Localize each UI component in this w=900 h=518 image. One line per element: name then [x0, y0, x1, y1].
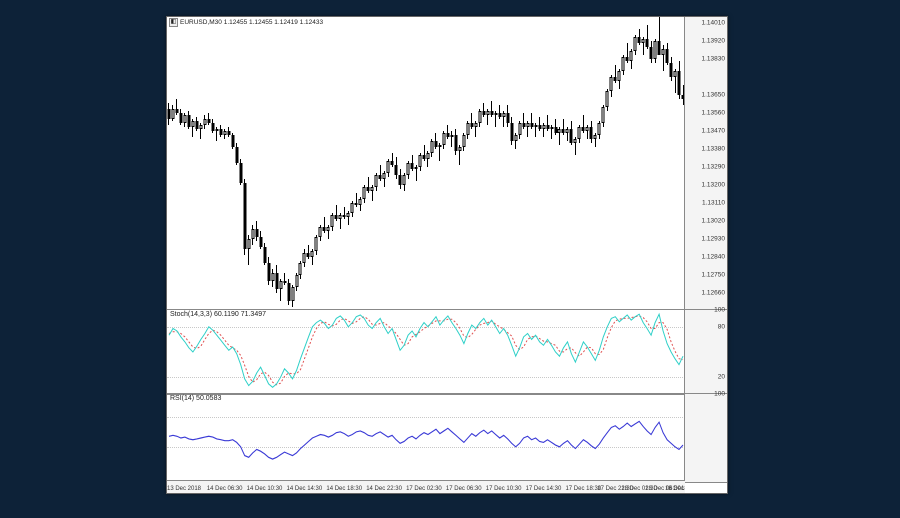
stoch-label: Stoch(14,3,3) 60.1190 71.3497 — [169, 311, 267, 318]
chart-title: EURUSD,M30 1.12455 1.12455 1.12419 1.124… — [180, 19, 323, 26]
stoch-ylabel: 80 — [718, 323, 725, 330]
price-ylabel: 1.13470 — [702, 128, 726, 135]
price-ylabel: 1.13830 — [702, 56, 726, 63]
stoch-plot-area[interactable] — [167, 310, 685, 394]
price-ylabel: 1.13110 — [702, 200, 725, 207]
stoch-ylabel: 20 — [718, 374, 725, 381]
time-label: 18 Dec 14:30 — [681, 486, 685, 492]
price-ylabel: 1.13650 — [702, 92, 726, 99]
stoch-ylabel: 100 — [714, 307, 725, 314]
price-ylabel: 1.12840 — [702, 254, 726, 261]
price-ylabel: 1.13560 — [702, 110, 726, 117]
time-label: 17 Dec 14:30 — [526, 486, 562, 492]
price-ylabel: 1.12750 — [702, 272, 726, 279]
price-ylabel: 1.13020 — [702, 218, 726, 225]
time-label: 17 Dec 10:30 — [486, 486, 522, 492]
time-label: 17 Dec 06:30 — [446, 486, 482, 492]
time-axis: 13 Dec 2018 14 Dec 06:30 14 Dec 10:30 14 De… — [167, 480, 685, 493]
price-ylabel: 1.13920 — [702, 38, 726, 45]
zoom-icon[interactable]: ◧ — [169, 18, 178, 27]
price-panel[interactable]: ◧ EURUSD,M30 1.12455 1.12455 1.12419 1.1… — [167, 17, 727, 310]
time-label: 14 Dec 10:30 — [247, 486, 283, 492]
time-label: 14 Dec 06:30 — [207, 486, 243, 492]
rsi-label: RSI(14) 50.0583 — [169, 395, 222, 402]
chart-window: ◧ EURUSD,M30 1.12455 1.12455 1.12419 1.1… — [166, 16, 728, 494]
price-ylabel: 1.12660 — [702, 290, 726, 297]
price-ylabel: 1.12930 — [702, 236, 726, 243]
rsi-ylabel: 100 — [714, 391, 725, 398]
time-label: 14 Dec 14:30 — [287, 486, 323, 492]
time-label: 14 Dec 18:30 — [326, 486, 362, 492]
time-label: 14 Dec 22:30 — [366, 486, 402, 492]
chart-title-row: ◧ EURUSD,M30 1.12455 1.12455 1.12419 1.1… — [167, 17, 323, 27]
price-yaxis: 1.12660 1.12750 1.12840 1.12930 1.13020 1.131… — [684, 17, 727, 309]
price-ylabel: 1.13380 — [702, 146, 726, 153]
price-ylabel: 1.14010 — [702, 20, 726, 27]
rsi-panel[interactable]: RSI(14) 50.0583 100 — [167, 393, 727, 483]
time-label: 17 Dec 02:30 — [406, 486, 442, 492]
time-label: 13 Dec 2018 — [167, 486, 201, 492]
stoch-panel[interactable]: Stoch(14,3,3) 60.1190 71.3497 20 80 100 — [167, 309, 727, 395]
price-ylabel: 1.13290 — [702, 164, 726, 171]
stoch-yaxis: 20 80 100 — [684, 310, 727, 394]
rsi-yaxis: 100 — [684, 394, 727, 482]
price-ylabel: 1.13200 — [702, 182, 726, 189]
price-plot-area[interactable] — [167, 17, 685, 309]
time-label: 17 Dec 18:30 — [565, 486, 601, 492]
rsi-plot-area[interactable] — [167, 394, 685, 482]
